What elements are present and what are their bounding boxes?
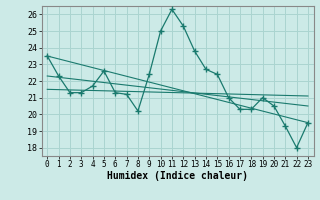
- X-axis label: Humidex (Indice chaleur): Humidex (Indice chaleur): [107, 171, 248, 181]
